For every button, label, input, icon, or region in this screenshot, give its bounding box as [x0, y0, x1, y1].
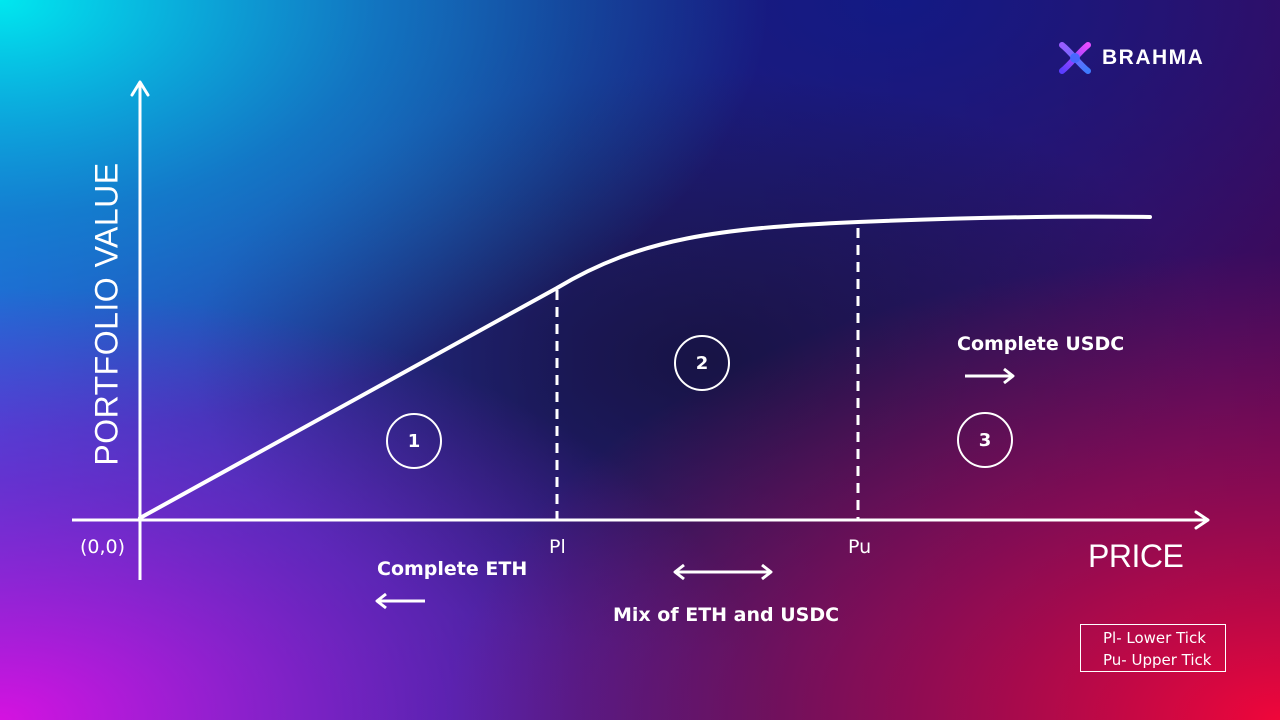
left-arrow-icon — [375, 592, 425, 610]
x-axis-label: PRICE — [1088, 538, 1184, 574]
complete-usdc-label: Complete USDC — [957, 333, 1125, 355]
right-arrow-icon — [965, 367, 1015, 385]
tick-legend: Pl- Lower Tick Pu- Upper Tick — [1080, 624, 1226, 672]
zone-2-badge: 2 — [674, 335, 730, 391]
mix-eth-usdc-label: Mix of ETH and USDC — [613, 604, 840, 626]
legend-line-upper: Pu- Upper Tick — [1103, 651, 1212, 669]
complete-eth-label: Complete ETH — [377, 558, 528, 580]
brand-name: BRAHMA — [1102, 46, 1205, 69]
origin-label: (0,0) — [80, 536, 126, 558]
y-axis-label: PORTFOLIO VALUE — [88, 162, 125, 466]
double-arrow-icon — [673, 563, 773, 581]
legend-line-lower: Pl- Lower Tick — [1103, 629, 1206, 647]
x-axis-arrowhead — [1194, 510, 1210, 530]
brand-logo: BRAHMA — [1058, 40, 1204, 76]
upper-tick-label: Pu — [848, 536, 872, 558]
lower-tick-label: Pl — [549, 536, 566, 558]
portfolio-value-curve — [138, 214, 1152, 520]
zone-3-badge: 3 — [957, 412, 1013, 468]
y-axis-arrowhead — [130, 80, 150, 97]
brahma-x-logo-icon — [1059, 42, 1091, 74]
zone-1-badge: 1 — [386, 413, 442, 469]
